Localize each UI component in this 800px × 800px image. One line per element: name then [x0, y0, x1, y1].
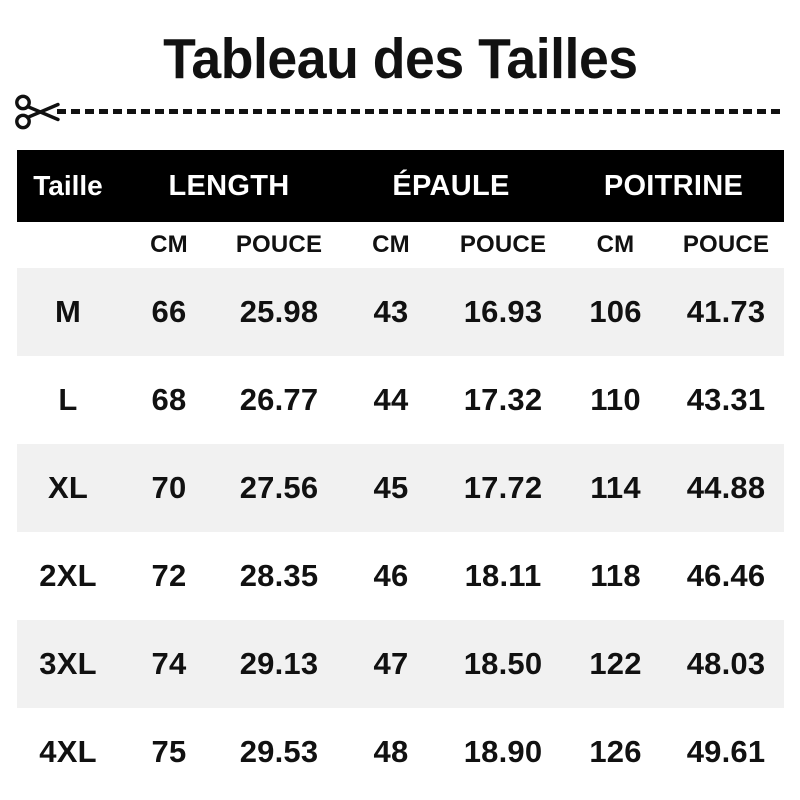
cell-size: XL — [47, 470, 88, 505]
cell-length-cm: 74 — [151, 646, 187, 681]
cell-length-pouce: 26.77 — [239, 382, 319, 417]
cell-epaule-cm: 44 — [373, 382, 409, 417]
unit-length-pouce: POUCE — [235, 231, 323, 258]
table-row: M 66 25.98 43 16.93 106 41.73 — [17, 268, 784, 356]
cell-epaule-pouce: 17.32 — [463, 382, 543, 417]
unit-poitrine-pouce: POUCE — [682, 231, 770, 258]
header-poitrine: POITRINE — [603, 169, 744, 202]
cell-epaule-cm: 48 — [373, 734, 409, 769]
cell-poitrine-pouce: 46.46 — [686, 558, 766, 593]
cell-poitrine-cm: 126 — [589, 734, 642, 769]
cell-epaule-pouce: 17.72 — [463, 470, 543, 505]
cell-length-pouce: 27.56 — [239, 470, 319, 505]
cell-poitrine-cm: 114 — [590, 470, 641, 505]
header-taille: Taille — [33, 170, 103, 201]
cell-epaule-pouce: 18.50 — [463, 646, 543, 681]
cell-poitrine-pouce: 44.88 — [686, 470, 766, 505]
cell-poitrine-pouce: 41.73 — [686, 294, 766, 329]
table-row: XL 70 27.56 45 17.72 114 44.88 — [17, 444, 784, 532]
header-length: LENGTH — [168, 169, 290, 202]
dashed-cut-line — [57, 109, 785, 114]
cell-epaule-pouce: 18.90 — [463, 734, 543, 769]
cell-length-pouce: 25.98 — [239, 294, 319, 329]
cell-size: 4XL — [39, 734, 97, 769]
cell-epaule-pouce: 18.11 — [464, 558, 542, 593]
cell-poitrine-pouce: 43.31 — [686, 382, 766, 417]
table-row: 3XL 74 29.13 47 18.50 122 48.03 — [17, 620, 784, 708]
table-row: L 68 26.77 44 17.32 110 43.31 — [17, 356, 784, 444]
cell-epaule-cm: 43 — [373, 294, 409, 329]
cell-length-cm: 75 — [151, 734, 187, 769]
table-row: 2XL 72 28.35 46 18.11 118 46.46 — [17, 532, 784, 620]
cell-size: L — [58, 382, 78, 417]
cell-poitrine-pouce: 49.61 — [686, 734, 766, 769]
cell-size: 3XL — [39, 646, 97, 681]
scissors-icon — [14, 92, 60, 132]
unit-epaule-pouce: POUCE — [459, 231, 547, 258]
cell-epaule-cm: 45 — [373, 470, 409, 505]
page-title-bar: Tableau des Tailles — [0, 28, 800, 90]
cell-poitrine-cm: 122 — [589, 646, 642, 681]
cell-epaule-pouce: 16.93 — [463, 294, 543, 329]
cell-length-cm: 68 — [151, 382, 187, 417]
cell-length-pouce: 28.35 — [239, 558, 319, 593]
cell-size: M — [54, 294, 82, 329]
unit-length-cm: CM — [150, 231, 188, 258]
table-header-row: Taille LENGTH ÉPAULE POITRINE — [17, 150, 784, 222]
cell-epaule-cm: 47 — [373, 646, 409, 681]
cell-length-pouce: 29.13 — [239, 646, 319, 681]
header-epaule: ÉPAULE — [392, 169, 510, 202]
cell-poitrine-cm: 106 — [589, 294, 642, 329]
size-table: Taille LENGTH ÉPAULE POITRINE CM POUCE C… — [17, 150, 784, 796]
cell-poitrine-cm: 118 — [590, 558, 641, 593]
cell-length-cm: 72 — [151, 558, 187, 593]
unit-poitrine-cm: CM — [596, 231, 635, 258]
unit-taille-blank — [17, 222, 119, 268]
unit-epaule-cm: CM — [372, 231, 410, 258]
cell-length-pouce: 29.53 — [239, 734, 319, 769]
table-row: 4XL 75 29.53 48 18.90 126 49.61 — [17, 708, 784, 796]
cell-poitrine-cm: 110 — [590, 382, 641, 417]
cell-poitrine-pouce: 48.03 — [686, 646, 766, 681]
cell-length-cm: 70 — [151, 470, 187, 505]
page-title: Tableau des Tailles — [162, 27, 638, 91]
table-unit-row: CM POUCE CM POUCE CM POUCE — [17, 222, 784, 268]
cell-epaule-cm: 46 — [373, 558, 409, 593]
cut-line — [0, 92, 800, 132]
cell-size: 2XL — [39, 558, 97, 593]
cell-length-cm: 66 — [151, 294, 187, 329]
